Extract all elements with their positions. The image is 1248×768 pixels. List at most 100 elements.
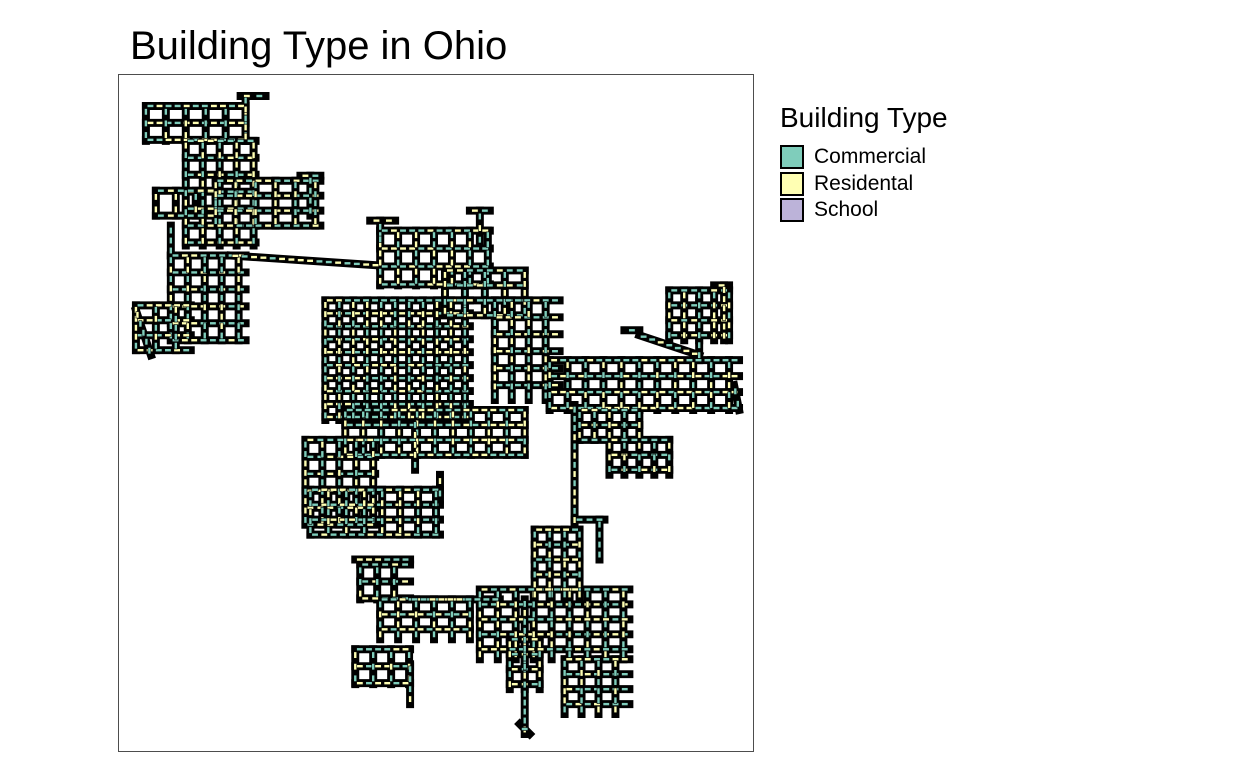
building-footprint [601, 361, 606, 369]
building-footprint [712, 301, 716, 309]
building-footprint [435, 310, 439, 318]
building-footprint [344, 508, 349, 516]
building-footprint [652, 442, 657, 450]
building-footprint [393, 338, 397, 346]
building-footprint [601, 391, 606, 399]
building-footprint [592, 431, 597, 439]
building-footprint [434, 612, 443, 617]
building-footprint [219, 104, 227, 108]
building-footprint [610, 423, 618, 427]
building-footprint [516, 453, 524, 457]
building-footprint [464, 597, 472, 602]
building-footprint [712, 331, 716, 339]
building-footprint [621, 590, 626, 598]
building-footprint [418, 453, 426, 457]
building-footprint [323, 384, 328, 392]
building-footprint [572, 424, 577, 432]
building-footprint [414, 620, 418, 628]
building-footprint [504, 437, 509, 445]
building-footprint [421, 393, 425, 401]
building-footprint [337, 459, 342, 467]
building-footprint [703, 358, 712, 362]
building-footprint [516, 268, 524, 273]
building-footprint [174, 138, 182, 142]
building-footprint [393, 411, 397, 419]
building-footprint [371, 459, 375, 467]
building-footprint [579, 687, 584, 695]
building-footprint [241, 254, 249, 259]
building-footprint [253, 217, 258, 225]
building-footprint [532, 315, 541, 320]
building-footprint [712, 406, 721, 410]
building-footprint [308, 517, 313, 525]
building-footprint [727, 371, 731, 379]
building-footprint [565, 401, 570, 409]
building-footprint [396, 268, 400, 276]
building-footprint [435, 301, 439, 309]
building-footprint [237, 139, 245, 143]
building-footprint [571, 572, 579, 577]
building-footprint [595, 517, 604, 522]
building-footprint [611, 602, 619, 607]
building-footprint [417, 612, 425, 617]
building-footprint [183, 227, 188, 235]
building-footprint [694, 358, 702, 362]
building-footprint [323, 411, 328, 419]
building-footprint [727, 381, 731, 389]
building-footprint [378, 600, 382, 608]
building-footprint [187, 213, 195, 218]
building-footprint [468, 630, 472, 638]
building-footprint [493, 337, 497, 345]
building-footprint [353, 674, 358, 682]
building-footprint [682, 349, 690, 353]
building-footprint [722, 295, 726, 303]
building-footprint [381, 627, 389, 632]
building-footprint [565, 702, 573, 706]
building-footprint [251, 170, 256, 178]
building-footprint [526, 364, 531, 372]
building-footprint [496, 283, 504, 288]
building-footprint [354, 469, 359, 477]
building-footprint [682, 321, 687, 329]
building-footprint [174, 315, 178, 323]
building-footprint [390, 627, 398, 632]
building-footprint [329, 487, 338, 492]
building-footprint [187, 172, 195, 177]
building-footprint [621, 650, 626, 658]
building-footprint [493, 328, 497, 336]
building-footprint [389, 298, 397, 303]
building-footprint [451, 437, 455, 445]
building-footprint [549, 650, 554, 658]
building-footprint [344, 311, 352, 316]
building-footprint [437, 597, 446, 602]
building-footprint [434, 490, 438, 498]
building-footprint [337, 301, 342, 309]
building-footprint [673, 361, 678, 369]
building-footprint [381, 612, 389, 617]
building-footprint [385, 532, 393, 537]
building-footprint [562, 560, 567, 569]
building-footprint [417, 228, 425, 233]
building-footprint [379, 402, 383, 410]
building-footprint [586, 358, 594, 362]
building-footprint [236, 294, 241, 302]
building-footprint [730, 374, 739, 378]
building-footprint [407, 411, 411, 419]
building-footprint [655, 361, 660, 369]
building-footprint [507, 423, 515, 427]
building-footprint [392, 681, 400, 685]
building-footprint [445, 228, 453, 233]
building-footprint [425, 324, 433, 329]
building-footprint [371, 402, 379, 406]
building-footprint [398, 324, 406, 329]
building-footprint [218, 338, 226, 343]
building-footprint [607, 421, 612, 429]
building-footprint [453, 423, 461, 427]
building-footprint [481, 208, 489, 213]
building-footprint [577, 374, 585, 378]
building-footprint [613, 678, 618, 686]
building-footprint [466, 268, 474, 273]
building-footprint [478, 650, 482, 658]
building-footprint [155, 348, 163, 352]
building-footprint [190, 270, 198, 275]
